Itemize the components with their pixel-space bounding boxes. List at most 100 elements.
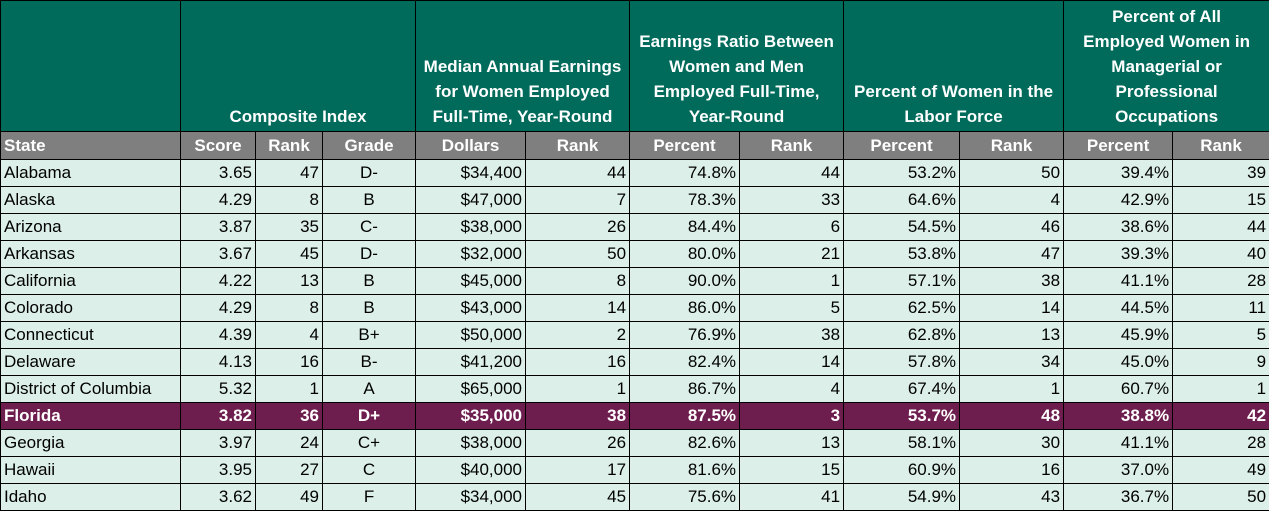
table-cell: 42.9% xyxy=(1064,187,1173,214)
table-cell: 4.22 xyxy=(181,268,256,295)
table-cell: 38.6% xyxy=(1064,214,1173,241)
column-header: Rank xyxy=(256,132,323,160)
table-cell: 44.5% xyxy=(1064,295,1173,322)
table-cell: 15 xyxy=(1173,187,1269,214)
table-cell: 33 xyxy=(740,187,844,214)
group-header-labor-force: Percent of Women in the Labor Force xyxy=(844,1,1064,132)
table-cell: 3.95 xyxy=(181,457,256,484)
table-cell: C- xyxy=(323,214,416,241)
table-cell: $45,000 xyxy=(416,268,526,295)
table-cell: $32,000 xyxy=(416,241,526,268)
table-cell: 27 xyxy=(256,457,323,484)
table-cell: 11 xyxy=(1173,295,1269,322)
table-cell: 40 xyxy=(1173,241,1269,268)
table-cell: 41.1% xyxy=(1064,430,1173,457)
group-header-earnings-ratio: Earnings Ratio Between Women and Men Emp… xyxy=(630,1,844,132)
table-cell: 90.0% xyxy=(630,268,740,295)
group-header-row: Composite Index Median Annual Earnings f… xyxy=(1,1,1269,132)
state-name-cell: Colorado xyxy=(1,295,181,322)
table-cell: 39.4% xyxy=(1064,160,1173,187)
table-cell: 84.4% xyxy=(630,214,740,241)
table-cell: 3.82 xyxy=(181,403,256,430)
table-cell: 34 xyxy=(960,349,1064,376)
group-header-median-earnings: Median Annual Earnings for Women Employe… xyxy=(416,1,630,132)
table-cell: 41 xyxy=(740,484,844,511)
table-cell: 2 xyxy=(526,322,630,349)
table-cell: $65,000 xyxy=(416,376,526,403)
table-cell: 14 xyxy=(740,349,844,376)
column-header: Rank xyxy=(960,132,1064,160)
table-cell: 67.4% xyxy=(844,376,960,403)
table-cell: 54.5% xyxy=(844,214,960,241)
state-name-cell: Delaware xyxy=(1,349,181,376)
table-cell: 80.0% xyxy=(630,241,740,268)
table-cell: 15 xyxy=(740,457,844,484)
column-header: Score xyxy=(181,132,256,160)
table-cell: 3.87 xyxy=(181,214,256,241)
table-cell: 74.8% xyxy=(630,160,740,187)
table-cell: 49 xyxy=(1173,457,1269,484)
state-name-cell: Alabama xyxy=(1,160,181,187)
table-cell: $38,000 xyxy=(416,430,526,457)
table-cell: 7 xyxy=(526,187,630,214)
table-cell: 75.6% xyxy=(630,484,740,511)
table-cell: 48 xyxy=(960,403,1064,430)
table-cell: $34,400 xyxy=(416,160,526,187)
table-cell: 4.29 xyxy=(181,295,256,322)
column-header: Grade xyxy=(323,132,416,160)
table-cell: 30 xyxy=(960,430,1064,457)
table-cell: 87.5% xyxy=(630,403,740,430)
table-cell: 38.8% xyxy=(1064,403,1173,430)
table-cell: 5 xyxy=(1173,322,1269,349)
table-cell: 82.6% xyxy=(630,430,740,457)
table-cell: 8 xyxy=(256,187,323,214)
table-cell: 8 xyxy=(526,268,630,295)
table-cell: 3.65 xyxy=(181,160,256,187)
column-header: Rank xyxy=(526,132,630,160)
table-cell: 44 xyxy=(526,160,630,187)
table-cell: 44 xyxy=(740,160,844,187)
table-cell: 4.13 xyxy=(181,349,256,376)
group-header-managerial: Percent of All Employed Women in Manager… xyxy=(1064,1,1269,132)
table-cell: 3.97 xyxy=(181,430,256,457)
table-cell: 13 xyxy=(960,322,1064,349)
table-cell: 45.0% xyxy=(1064,349,1173,376)
table-cell: 57.8% xyxy=(844,349,960,376)
state-name-cell: District of Columbia xyxy=(1,376,181,403)
table-cell: 46 xyxy=(960,214,1064,241)
table-cell: B xyxy=(323,187,416,214)
table-cell: 47 xyxy=(256,160,323,187)
state-name-cell: Hawaii xyxy=(1,457,181,484)
table-cell: 26 xyxy=(526,214,630,241)
table-cell: 5 xyxy=(740,295,844,322)
table-cell: 53.8% xyxy=(844,241,960,268)
table-cell: 13 xyxy=(256,268,323,295)
state-name-cell: Idaho xyxy=(1,484,181,511)
group-header-composite-index: Composite Index xyxy=(181,1,416,132)
column-header: Percent xyxy=(1064,132,1173,160)
table-cell: 35 xyxy=(256,214,323,241)
column-header: Percent xyxy=(630,132,740,160)
column-header: Percent xyxy=(844,132,960,160)
table-cell: 17 xyxy=(526,457,630,484)
table-cell: 16 xyxy=(256,349,323,376)
state-name-cell: Georgia xyxy=(1,430,181,457)
table-cell: 6 xyxy=(740,214,844,241)
table-cell: 14 xyxy=(960,295,1064,322)
table-cell: 81.6% xyxy=(630,457,740,484)
table-cell: 45.9% xyxy=(1064,322,1173,349)
table-cell: 76.9% xyxy=(630,322,740,349)
table-cell: 86.0% xyxy=(630,295,740,322)
state-name-cell: Connecticut xyxy=(1,322,181,349)
column-header: Rank xyxy=(740,132,844,160)
table-cell: 3 xyxy=(740,403,844,430)
table-cell: 26 xyxy=(526,430,630,457)
group-header-state xyxy=(1,1,181,132)
